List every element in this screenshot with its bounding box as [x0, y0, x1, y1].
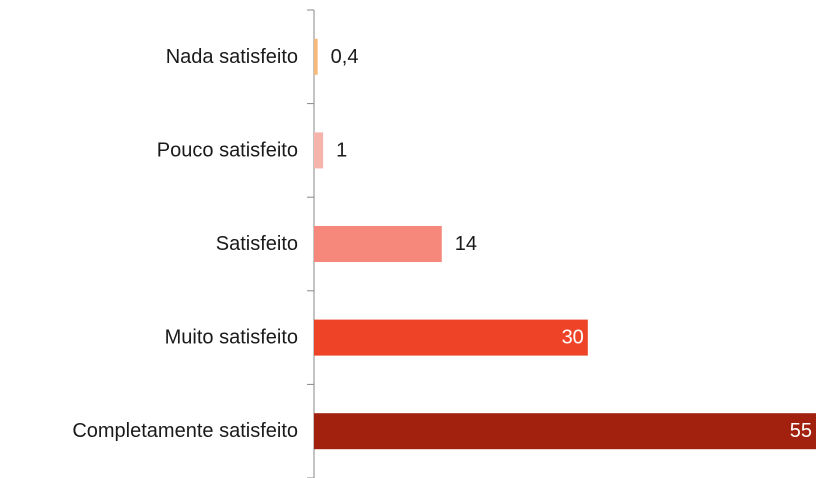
bar [314, 319, 588, 356]
bar [314, 413, 816, 450]
category-labels: Nada satisfeito Pouco satisfeito Satisfeit… [72, 46, 298, 442]
value-labels: 0,4 1 14 30 55 [331, 46, 812, 442]
value-label: 30 [562, 327, 584, 349]
category-label: Completamente satisfeito [72, 420, 298, 442]
value-label: 55 [790, 420, 812, 442]
bar [314, 226, 442, 262]
value-label: 0,4 [331, 46, 359, 68]
category-label: Pouco satisfeito [157, 139, 298, 161]
category-label: Satisfeito [216, 233, 298, 255]
bars [314, 38, 816, 450]
bar [314, 132, 324, 169]
category-label: Nada satisfeito [166, 46, 298, 68]
value-label: 14 [455, 233, 477, 255]
bar [314, 38, 318, 75]
value-label: 1 [336, 139, 347, 161]
category-label: Muito satisfeito [165, 327, 298, 349]
y-axis [307, 9, 315, 478]
